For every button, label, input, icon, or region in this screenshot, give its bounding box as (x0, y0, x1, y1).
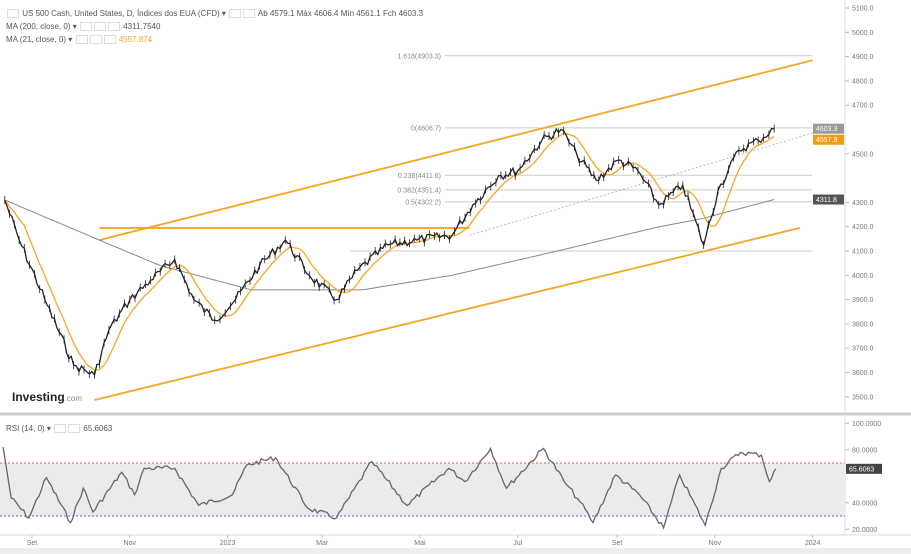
time-tick-label: Set (27, 540, 38, 547)
channel-upper-line (99, 59, 813, 241)
time-tick-label: Mai (414, 540, 426, 547)
close-icon[interactable] (103, 35, 116, 45)
price-tick-label: 4100.0 (852, 249, 874, 256)
channel-lower-line (94, 227, 801, 401)
settings-icon[interactable] (229, 9, 242, 19)
price-tag (813, 194, 844, 205)
fib-level-label: 0(4606.7) (411, 125, 441, 132)
price-tick-label: 3900.0 (852, 297, 874, 304)
price-tag (813, 123, 844, 134)
hide-icon[interactable] (68, 424, 81, 434)
price-tick-label: 3700.0 (852, 346, 874, 353)
ohlc-close: Fch 4603.3 (382, 9, 424, 18)
price-tag (813, 134, 844, 145)
ma200-label: MA (200, close, 0) (6, 22, 71, 31)
ohlc-high: Máx 4606.4 (296, 9, 339, 18)
time-tick-label: Jul (513, 540, 522, 547)
dotted-trend-line (469, 127, 831, 236)
investing-watermark: Investing.com (12, 390, 83, 404)
hide-icon[interactable] (243, 9, 256, 19)
price-tick-label: 4300.0 (852, 200, 874, 207)
fib-level-label: 0.382(4351.4) (397, 187, 441, 194)
rsi-line (2, 446, 777, 530)
time-tick-label: Mar (316, 540, 329, 547)
price-tick-label: 3500.0 (852, 394, 874, 401)
price-tick-label: 3600.0 (852, 370, 874, 377)
price-tick-label: 4700.0 (852, 103, 874, 110)
time-tick-label: Nov (124, 540, 137, 547)
price-tag-label: 4603.3 (816, 126, 838, 133)
rsi-tick-label: 100.0000 (852, 421, 881, 428)
rsi-tick-label: 40.0000 (852, 500, 877, 507)
fib-level-label: 0.5(4302.2) (405, 199, 441, 206)
fib-level-label: 1.618(4903.3) (397, 53, 441, 60)
settings-icon[interactable] (79, 22, 92, 32)
time-tick-label: 2023 (220, 540, 236, 547)
rsi-tick-label: 20.0000 (852, 527, 877, 534)
symbol-legend[interactable]: US 500 Cash, United States, D, Índices d… (6, 9, 424, 19)
price-tick-label: 4000.0 (852, 273, 874, 280)
ohlc-low: Mín 4561.1 (340, 9, 381, 18)
symbol-icon (7, 9, 19, 19)
settings-icon[interactable] (54, 424, 67, 434)
price-tick-label: 4800.0 (852, 78, 874, 85)
price-pane (0, 0, 845, 412)
price-tick-label: 3800.0 (852, 321, 874, 328)
rsi-legend[interactable]: RSI (14, 0) ▾ 65.6063 (6, 424, 113, 434)
price-tick-label: 5000.0 (852, 30, 874, 37)
rsi-tick-label: 80.0000 (852, 447, 877, 454)
rsi-value: 65.6063 (83, 424, 113, 433)
ma21-label: MA (21, close, 0) (6, 35, 67, 44)
price-tag-label: 4311.8 (816, 197, 837, 204)
ma21-value: 4557.874 (118, 35, 153, 44)
hide-icon[interactable] (93, 22, 106, 32)
symbol-title: US 500 Cash, United States, D, Índices d… (22, 9, 220, 18)
price-tick-label: 4900.0 (852, 54, 874, 61)
rsi-tag-label: 65.6063 (849, 466, 874, 473)
ma200-legend[interactable]: MA (200, close, 0) ▾ 4311.7540 (6, 22, 161, 32)
fib-level-label: 0.236(4411.6) (398, 173, 441, 180)
price-tick-label: 4500.0 (852, 151, 874, 158)
price-tick-label: 5100.0 (852, 6, 874, 13)
time-tick-label: 2024 (805, 540, 821, 547)
scrollbar[interactable] (0, 548, 911, 554)
ma200-line (4, 199, 775, 291)
hide-icon[interactable] (89, 35, 102, 45)
time-tick-label: Set (612, 540, 623, 547)
settings-icon[interactable] (75, 35, 88, 45)
price-tag-label: 4557.9 (816, 137, 838, 144)
rsi-label: RSI (14, 0) (6, 424, 45, 433)
rsi-tag (846, 463, 882, 474)
price-tick-label: 4200.0 (852, 224, 874, 231)
time-tick-label: Nov (709, 540, 722, 547)
ma21-legend[interactable]: MA (21, close, 0) ▾ 4557.874 (6, 35, 153, 45)
ma200-value: 4311.7540 (123, 22, 161, 31)
ma21-line (4, 133, 775, 371)
close-icon[interactable] (107, 22, 120, 32)
ohlc-open: Ab 4579.1 (257, 9, 295, 18)
